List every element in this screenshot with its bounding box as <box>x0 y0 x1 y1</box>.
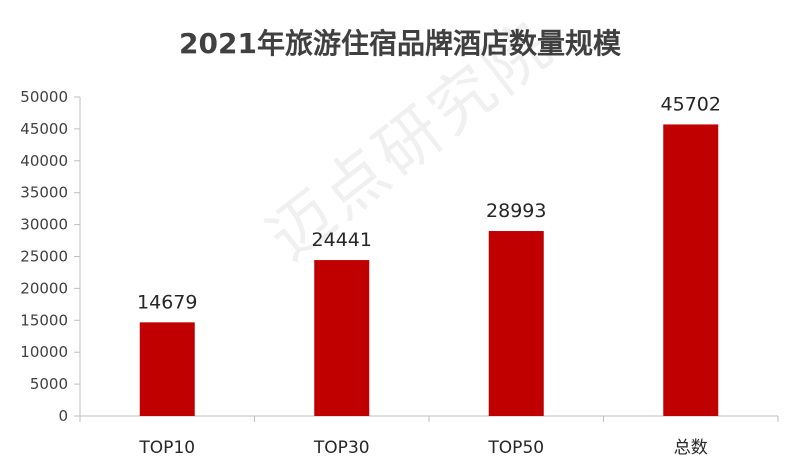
y-tick-label: 5000 <box>30 375 68 393</box>
data-label: 45702 <box>661 93 721 115</box>
x-category-label: 总数 <box>674 438 708 458</box>
y-tick-label: 10000 <box>20 343 68 361</box>
x-category-label: TOP30 <box>313 438 370 458</box>
data-label: 28993 <box>486 200 546 222</box>
bar-总数 <box>663 124 719 417</box>
chart-title: 2021年旅游住宿品牌酒店数量规模 <box>179 27 621 60</box>
y-tick-label: 35000 <box>20 184 68 202</box>
y-tick-label: 45000 <box>20 120 68 138</box>
y-tick-label: 30000 <box>20 216 68 234</box>
bar-TOP50 <box>488 231 544 416</box>
x-category-label: TOP10 <box>138 438 195 458</box>
data-label: 14679 <box>137 291 197 313</box>
y-tick-label: 0 <box>58 407 68 425</box>
y-tick-label: 50000 <box>20 88 68 106</box>
y-tick-label: 20000 <box>20 279 68 297</box>
bar-TOP10 <box>139 322 195 416</box>
y-tick-label: 40000 <box>20 152 68 170</box>
y-tick-label: 25000 <box>20 248 68 266</box>
bar-TOP30 <box>314 260 370 416</box>
y-tick-label: 15000 <box>20 311 68 329</box>
x-category-label: TOP50 <box>487 438 544 458</box>
data-label: 24441 <box>312 229 372 251</box>
